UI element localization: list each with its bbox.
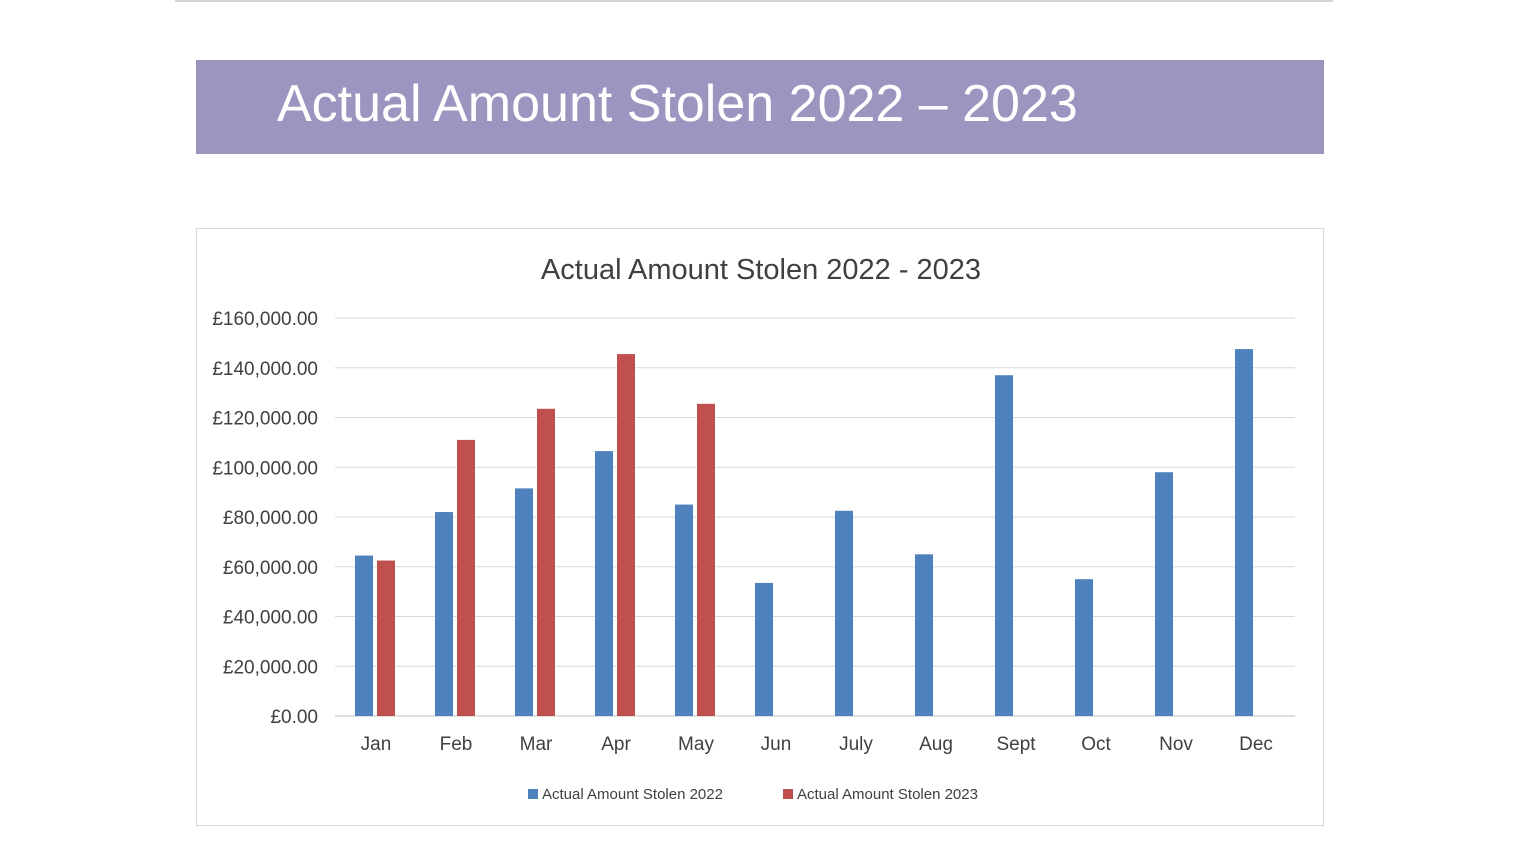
y-tick-label: £100,000.00 — [212, 458, 318, 479]
x-axis-ticks: Jan Feb Mar Apr May Jun July Aug Sept Oct Nov Dec — [361, 734, 1273, 755]
y-tick-label: £40,000.00 — [223, 608, 318, 629]
bar-2022-jan — [355, 555, 373, 716]
gridlines — [335, 317, 1295, 717]
bar-2022-feb — [435, 512, 453, 716]
chart-title: Actual Amount Stolen 2022 - 2023 — [541, 254, 981, 286]
x-tick-label: Dec — [1239, 734, 1273, 755]
y-tick-label: £20,000.00 — [223, 657, 318, 678]
y-tick-label: £80,000.00 — [223, 508, 318, 529]
x-tick-label: July — [839, 734, 873, 755]
x-tick-label: Feb — [440, 734, 473, 755]
bar-2023-feb — [457, 439, 475, 716]
x-tick-label: May — [678, 734, 714, 755]
y-tick-label: £120,000.00 — [212, 409, 318, 430]
legend-label-2022: Actual Amount Stolen 2022 — [542, 786, 723, 803]
bar-2022-may — [675, 504, 693, 716]
bar-chart: £0.00 £20,000.00 £40,000.00 £60,000.00 £80,0… — [212, 254, 1295, 803]
x-tick-label: Apr — [601, 734, 631, 755]
bar-2022-sept — [995, 375, 1013, 716]
bar-2023-apr — [617, 354, 635, 716]
x-tick-label: Sept — [996, 734, 1036, 755]
x-tick-label: Oct — [1081, 734, 1111, 755]
bar-2022-dec — [1235, 349, 1253, 716]
bar-2023-may — [697, 403, 715, 716]
y-axis-ticks: £0.00 £20,000.00 £40,000.00 £60,000.00 £80,0… — [212, 309, 318, 728]
bar-2022-oct — [1075, 579, 1093, 716]
bar-2023-mar — [537, 408, 555, 716]
x-tick-label: Jan — [361, 734, 392, 755]
legend-label-2023: Actual Amount Stolen 2023 — [797, 786, 978, 803]
x-tick-label: Jun — [761, 734, 792, 755]
chart-container: £0.00 £20,000.00 £40,000.00 £60,000.00 £80,0… — [196, 228, 1324, 826]
y-tick-label: £160,000.00 — [212, 309, 318, 330]
x-tick-label: Mar — [520, 734, 553, 755]
top-divider — [175, 0, 1333, 2]
bar-2022-mar — [515, 488, 533, 716]
bar-2022-nov — [1155, 472, 1173, 716]
bar-2022-jun — [755, 582, 773, 716]
legend-swatch-2022 — [528, 789, 538, 799]
x-tick-label: Aug — [919, 734, 953, 755]
banner-title: Actual Amount Stolen 2022 – 2023 — [277, 75, 1078, 133]
bar-2022-apr — [595, 451, 613, 716]
bars — [355, 349, 1253, 716]
y-tick-label: £0.00 — [270, 707, 318, 728]
title-banner: Actual Amount Stolen 2022 – 2023 — [196, 60, 1324, 154]
bar-2023-jan — [377, 560, 395, 716]
legend-swatch-2023 — [783, 789, 793, 799]
y-tick-label: £60,000.00 — [223, 558, 318, 579]
bar-2022-aug — [915, 554, 933, 716]
x-tick-label: Nov — [1159, 734, 1193, 755]
legend: Actual Amount Stolen 2022 Actual Amount S… — [528, 786, 978, 803]
bar-2022-july — [835, 510, 853, 716]
y-tick-label: £140,000.00 — [212, 359, 318, 380]
